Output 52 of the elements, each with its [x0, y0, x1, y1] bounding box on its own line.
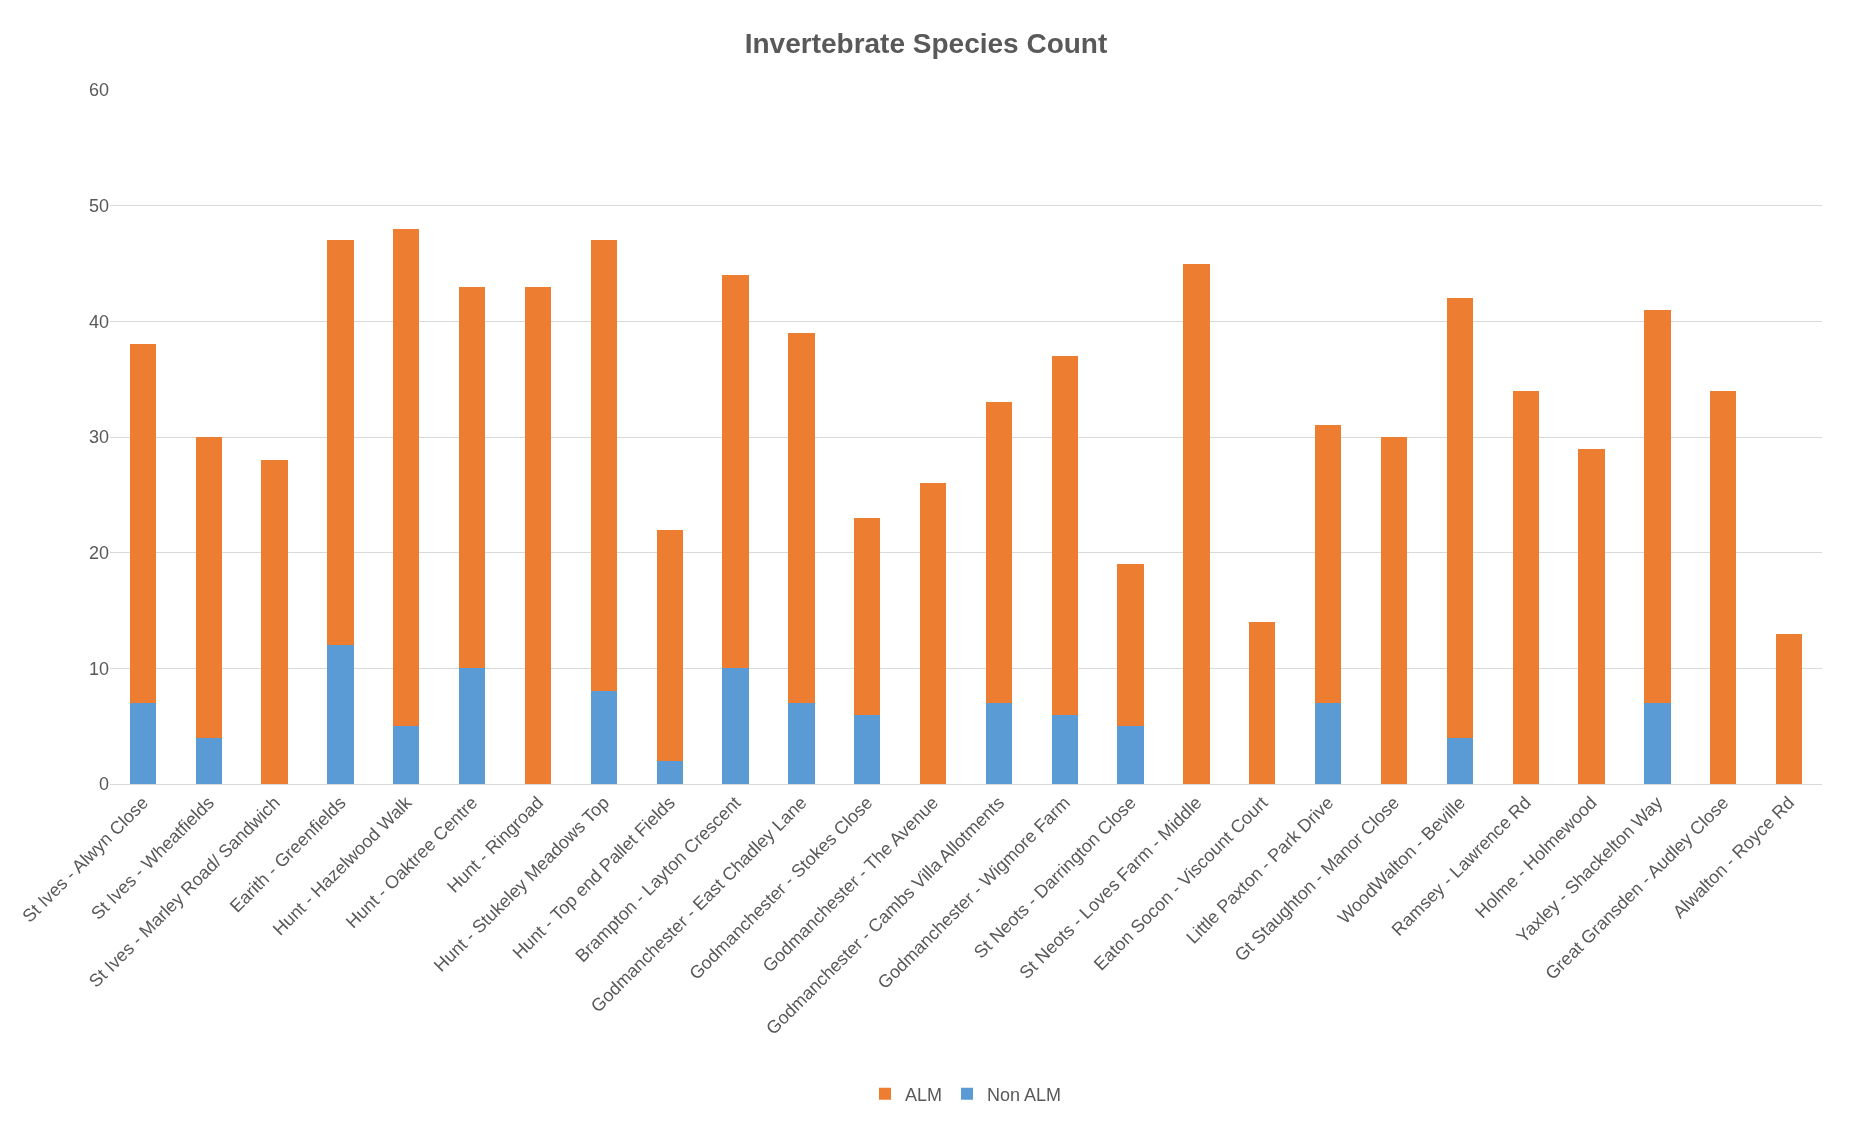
bar	[524, 286, 552, 784]
bar	[788, 332, 815, 704]
bar	[129, 703, 157, 784]
bar	[722, 275, 749, 669]
bar	[1314, 425, 1342, 704]
bar	[327, 240, 354, 646]
y-tick-label: 0	[98, 774, 109, 795]
bar	[1578, 448, 1605, 784]
y-tick-label: 50	[88, 195, 109, 216]
bar	[1249, 622, 1276, 784]
bar	[1380, 437, 1408, 784]
bar	[393, 228, 420, 727]
bar	[854, 517, 881, 715]
bar	[1117, 564, 1144, 727]
y-tick-label: 40	[88, 311, 109, 332]
legend-label: ALM	[905, 1084, 943, 1105]
legend-label: Non ALM	[987, 1084, 1062, 1105]
bar	[1446, 737, 1474, 784]
bar	[1314, 703, 1342, 784]
bar	[195, 437, 222, 738]
bar	[1183, 263, 1210, 784]
bar	[1051, 714, 1078, 784]
bar	[195, 737, 222, 784]
chart-title: Invertebrate Species Count	[744, 28, 1108, 60]
y-tick-label: 30	[88, 427, 109, 448]
bar	[261, 460, 288, 784]
bar	[327, 645, 354, 784]
y-tick-label: 10	[88, 658, 109, 679]
bar	[919, 483, 947, 784]
bar	[590, 691, 618, 784]
bar	[458, 286, 486, 669]
bar	[722, 668, 749, 784]
y-tick-label: 20	[88, 542, 109, 563]
bar	[656, 760, 683, 784]
bar	[985, 703, 1013, 784]
bar	[393, 726, 420, 784]
bar	[1512, 390, 1539, 784]
bar	[656, 529, 683, 761]
bar	[985, 402, 1013, 704]
bar	[854, 714, 881, 784]
bar	[1051, 356, 1078, 715]
bar	[1644, 309, 1671, 704]
bar	[788, 703, 815, 784]
bar	[1644, 703, 1671, 784]
bar	[590, 240, 618, 692]
bar	[1446, 298, 1474, 738]
bar	[129, 344, 157, 704]
bar	[1117, 726, 1144, 784]
y-tick-label: 60	[88, 80, 109, 101]
bar	[1710, 390, 1737, 784]
bar	[458, 668, 486, 784]
bar	[1775, 633, 1803, 784]
